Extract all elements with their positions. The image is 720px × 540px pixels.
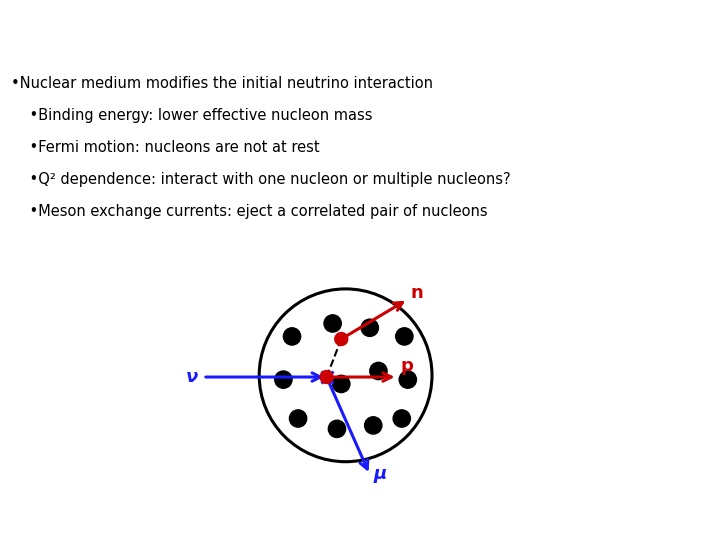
Text: Fermilab Joint Experimental-Theoretical Seminar: Fermilab Joint Experimental-Theoretical …	[11, 517, 280, 528]
Circle shape	[396, 328, 413, 345]
Text: Brandon Eberly, University of Pittsburgh: Brandon Eberly, University of Pittsburgh	[248, 517, 472, 528]
Text: •Q² dependence: interact with one nucleon or multiple nucleons?: •Q² dependence: interact with one nucleo…	[11, 172, 510, 187]
Circle shape	[393, 410, 410, 427]
Text: p: p	[400, 357, 413, 375]
Circle shape	[289, 410, 307, 427]
Text: μ: μ	[373, 465, 387, 483]
Circle shape	[275, 371, 292, 388]
Text: •Fermi motion: nucleons are not at rest: •Fermi motion: nucleons are not at rest	[11, 140, 320, 155]
Circle shape	[335, 333, 348, 346]
Circle shape	[370, 362, 387, 380]
Text: n: n	[410, 284, 423, 301]
Circle shape	[259, 289, 432, 462]
Circle shape	[364, 417, 382, 434]
Text: •Meson exchange currents: eject a correlated pair of nucleons: •Meson exchange currents: eject a correl…	[11, 204, 487, 219]
Circle shape	[284, 328, 301, 345]
Circle shape	[361, 319, 379, 336]
Text: •Nuclear medium modifies the initial neutrino interaction: •Nuclear medium modifies the initial neu…	[11, 76, 433, 91]
Circle shape	[324, 315, 341, 332]
Circle shape	[328, 420, 346, 437]
Text: ν: ν	[186, 368, 198, 386]
Text: •Binding energy: lower effective nucleon mass: •Binding energy: lower effective nucleon…	[11, 108, 372, 123]
Text: 61: 61	[686, 514, 709, 531]
Text: Modification of Initial Interaction: Modification of Initial Interaction	[101, 19, 619, 48]
Circle shape	[399, 371, 416, 388]
Circle shape	[333, 375, 350, 393]
Circle shape	[320, 370, 333, 383]
